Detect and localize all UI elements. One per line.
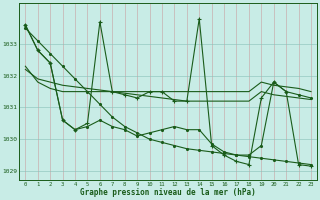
X-axis label: Graphe pression niveau de la mer (hPa): Graphe pression niveau de la mer (hPa) [80, 188, 256, 197]
